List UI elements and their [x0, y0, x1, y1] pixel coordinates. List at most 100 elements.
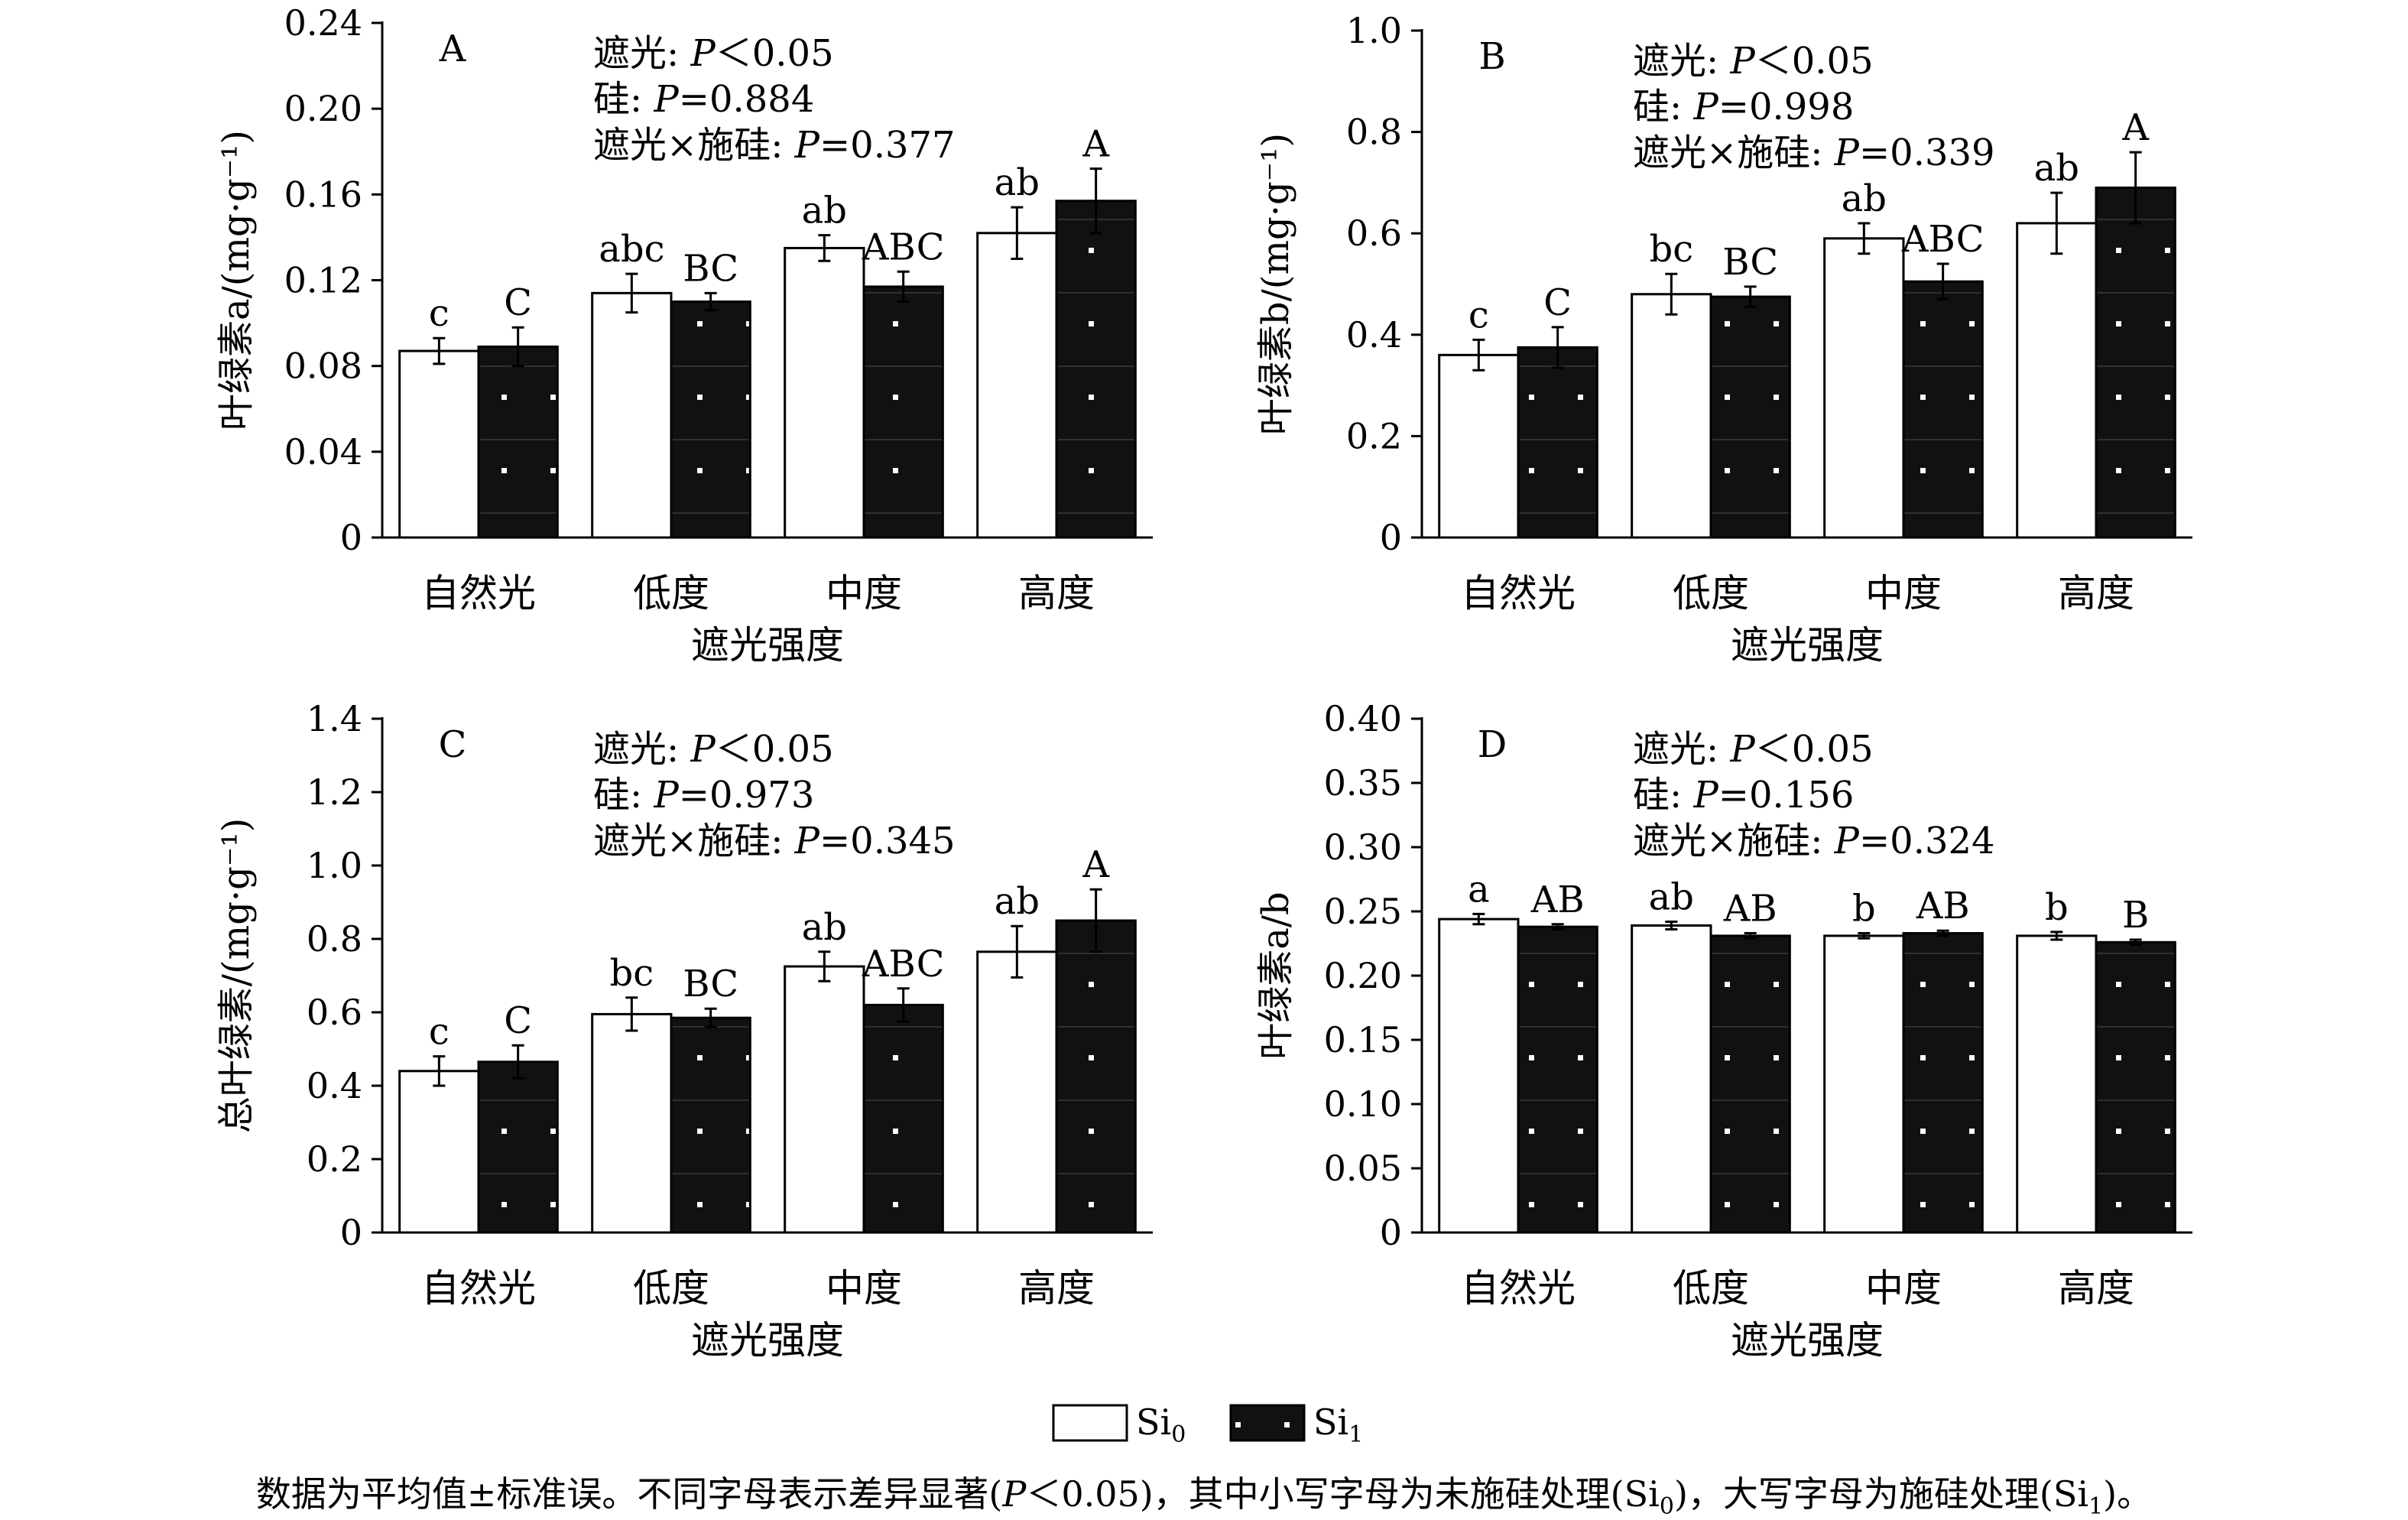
significance-letter: BC	[1722, 241, 1778, 284]
x-category-label: 高度	[2058, 1266, 2134, 1311]
x-axis-label: 遮光强度	[1731, 1318, 1884, 1362]
bar-si1-0	[1517, 346, 1598, 539]
y-tick-label: 0.08	[284, 346, 362, 387]
y-tick-label: 1.0	[307, 845, 362, 886]
bar-si0-2	[784, 246, 865, 539]
x-category-label: 自然光	[1461, 571, 1576, 615]
x-category-label: 低度	[633, 1266, 709, 1311]
x-category-label: 高度	[1018, 571, 1095, 615]
stats-value: ＜0.05	[1755, 728, 1874, 771]
significance-letter: c	[429, 292, 449, 335]
significance-letter: A	[1082, 843, 1110, 886]
bar-si0-1	[1631, 293, 1712, 539]
y-tick-label: 0.30	[1324, 827, 1402, 868]
stats-value: =0.156	[1718, 774, 1855, 817]
legend-label-si1: Si1	[1313, 1401, 1363, 1448]
significance-letter: b	[1852, 888, 1876, 931]
stats-line: 遮光: P＜0.05	[593, 728, 834, 771]
significance-letter: ab	[2034, 147, 2079, 190]
stats-value: ＜0.05	[716, 728, 834, 771]
y-tick-label: 0.24	[284, 2, 362, 44]
stats-label: 遮光:	[593, 32, 690, 75]
stats-label: 遮光×施硅:	[593, 124, 795, 167]
panel-label: A	[439, 28, 467, 70]
significance-letter: c	[1468, 294, 1489, 336]
significance-letter: C	[504, 999, 532, 1042]
bar-si0-0	[398, 1070, 480, 1234]
significance-letter: c	[429, 1011, 449, 1054]
bar-si1-3	[2095, 187, 2176, 539]
stats-p: P	[690, 728, 716, 771]
y-tick-label: 0	[1380, 1212, 1402, 1253]
stats-p: P	[1692, 86, 1718, 128]
y-tick-label: 0.2	[1346, 415, 1402, 456]
y-tick-label: 0.04	[284, 431, 362, 473]
stats-value: =0.339	[1859, 132, 1995, 174]
stats-p: P	[1692, 774, 1718, 817]
x-category-label: 低度	[1673, 1266, 1749, 1311]
legend: Si0 Si1	[1052, 1401, 1363, 1448]
y-tick-label: 0.12	[284, 260, 362, 301]
bar-si1-1	[1709, 295, 1791, 539]
stats-p: P	[794, 820, 820, 862]
x-category-label: 中度	[826, 1266, 902, 1311]
x-category-label: 低度	[1673, 571, 1749, 615]
significance-letter: bc	[1650, 228, 1694, 271]
significance-letter: abc	[599, 228, 664, 271]
stats-label: 硅:	[1633, 774, 1693, 817]
y-tick-label: 0.6	[1346, 213, 1402, 254]
bar-si0-3	[2016, 222, 2098, 539]
stats-label: 硅:	[1633, 86, 1693, 128]
stats-line: 遮光×施硅: P=0.339	[1633, 132, 1995, 174]
stats-value: =0.345	[819, 820, 956, 862]
bar-si1-2	[1902, 280, 1984, 539]
y-tick-label: 0.8	[1346, 112, 1402, 153]
bar-si1-3	[1055, 919, 1137, 1234]
significance-letter: ab	[802, 906, 847, 949]
bar-si0-1	[591, 1012, 673, 1234]
y-tick-label: 1.0	[1346, 10, 1402, 51]
bar-si0-3	[976, 950, 1058, 1234]
stats-p: P	[794, 124, 820, 167]
x-category-label: 中度	[1865, 1266, 1942, 1311]
stats-line: 遮光: P＜0.05	[1633, 40, 1874, 83]
stats-value: =0.324	[1859, 820, 1995, 862]
x-category-label: 中度	[1865, 571, 1942, 615]
significance-letter: ab	[995, 161, 1040, 204]
panel-label: D	[1478, 723, 1507, 766]
significance-letter: ab	[995, 880, 1040, 923]
stats-label: 遮光:	[1633, 728, 1730, 771]
figure-caption: 数据为平均值±标准误。不同字母表示差异显著(P＜0.05)，其中小写字母为未施硅…	[255, 1473, 2153, 1520]
stats-label: 硅:	[593, 78, 654, 121]
bar-si1-0	[477, 345, 559, 539]
bar-si1-1	[670, 300, 751, 539]
bar-si0-0	[1438, 918, 1520, 1234]
stats-value: ＜0.05	[716, 32, 834, 75]
bar-si1-3	[1055, 200, 1137, 539]
x-axis-label: 遮光强度	[1731, 623, 1884, 667]
x-axis-label: 遮光强度	[691, 623, 844, 667]
x-category-label: 低度	[633, 571, 709, 615]
bar-si1-2	[862, 285, 944, 539]
significance-letter: ABC	[862, 943, 945, 986]
y-tick-label: 0.8	[307, 918, 362, 960]
y-tick-label: 0.16	[284, 174, 362, 215]
bar-si1-0	[1517, 925, 1598, 1234]
chart-panel-d: 0 0.05 0.10 0.15 0.20 0.25 0.30 0.35 0.40 a AB 自然光 a…	[1254, 698, 2192, 1362]
stats-p: P	[653, 78, 679, 121]
y-tick-label: 0.2	[307, 1138, 362, 1180]
stats-line: 遮光×施硅: P=0.377	[593, 124, 956, 167]
y-tick-label: 0	[340, 517, 362, 558]
y-tick-label: 0.4	[1346, 314, 1402, 356]
stats-p: P	[653, 774, 679, 817]
x-category-label: 自然光	[421, 571, 536, 615]
y-tick-label: 0.6	[307, 992, 362, 1033]
stats-value: =0.973	[679, 774, 815, 817]
stats-line: 硅: P=0.884	[593, 78, 814, 121]
stats-label: 遮光×施硅:	[1633, 132, 1835, 174]
x-axis-label: 遮光强度	[691, 1318, 844, 1362]
significance-letter: ABC	[862, 226, 945, 268]
x-category-label: 中度	[826, 571, 902, 615]
bar-si0-0	[398, 349, 480, 539]
